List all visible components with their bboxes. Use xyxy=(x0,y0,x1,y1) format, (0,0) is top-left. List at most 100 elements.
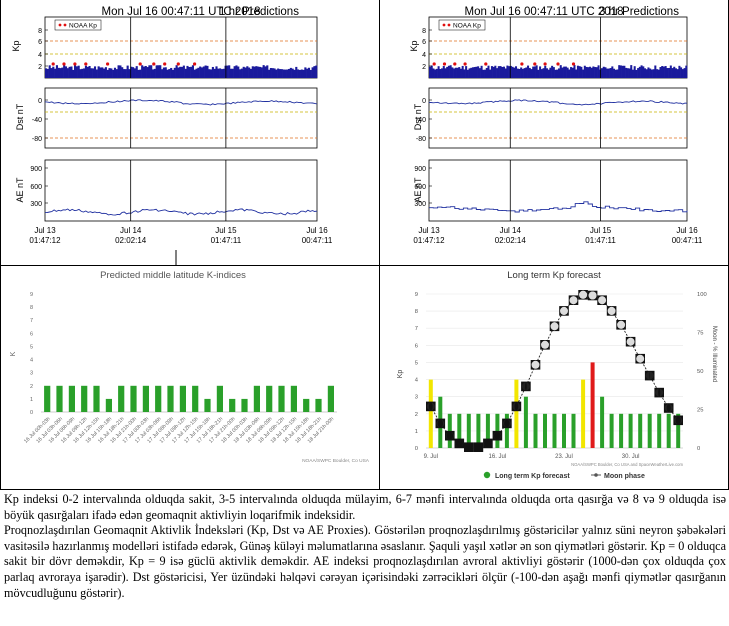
kp-bar xyxy=(237,66,240,78)
kp-bar xyxy=(278,69,282,78)
kp-bar xyxy=(275,69,278,78)
moon-terminator xyxy=(484,439,492,448)
moon-terminator xyxy=(504,419,510,428)
legend-label: NOAA Kp xyxy=(69,23,97,30)
bar xyxy=(68,385,75,412)
kp-bar xyxy=(186,65,189,78)
kp-bar xyxy=(235,65,238,78)
y2-tick-label: 75 xyxy=(697,331,703,337)
kp-bar xyxy=(499,66,502,78)
moon-terminator xyxy=(675,416,681,425)
kp-bar xyxy=(302,69,305,78)
kp-bar xyxy=(489,69,492,78)
bar xyxy=(303,398,310,412)
kp-bar xyxy=(571,67,574,78)
kp-bar xyxy=(117,65,120,78)
kp-bar xyxy=(570,67,573,78)
bar xyxy=(142,385,149,412)
kp-bar xyxy=(544,65,547,78)
kp-bar xyxy=(142,66,146,78)
kp-bar xyxy=(110,68,113,78)
kp-bar xyxy=(84,65,87,78)
kp-bar xyxy=(106,69,109,78)
panel-title: Mon Jul 16 00:47:11 UTC 2018 xyxy=(102,6,261,18)
kp-bar xyxy=(199,66,202,78)
kp-axis-label: Kp xyxy=(11,40,21,51)
kp-bar xyxy=(657,69,660,78)
y-tick-label: 3 xyxy=(415,395,418,401)
kp-bar xyxy=(528,67,531,78)
kp-point xyxy=(432,62,436,66)
kp-bar xyxy=(93,66,97,78)
bar xyxy=(581,379,586,448)
kp-bar xyxy=(652,69,655,78)
kp-bar xyxy=(461,65,464,78)
kp-bar xyxy=(527,65,530,78)
y2-tick-label: 25 xyxy=(697,408,703,414)
moon-terminator xyxy=(494,431,501,440)
y-tick-label: 9 xyxy=(415,292,418,298)
kp-tick-label: 6 xyxy=(422,39,426,46)
bar xyxy=(514,379,519,448)
chart-legend: Long term Kp forecast Moon phase xyxy=(483,471,645,480)
kp-bar xyxy=(253,66,256,78)
kp-bar xyxy=(472,67,475,78)
kp-bar xyxy=(509,65,512,78)
x-time-label: 01:47:12 xyxy=(29,236,61,245)
kp-bar xyxy=(628,68,631,78)
kp-bar xyxy=(587,67,590,78)
kp-bar xyxy=(271,68,274,78)
y-tick-label: 1 xyxy=(415,429,418,435)
kp-tick-label: 2 xyxy=(38,64,42,71)
kp-bar xyxy=(671,68,674,78)
y-tick-label: 6 xyxy=(30,331,33,337)
kp-bar xyxy=(475,66,478,78)
kp-bar xyxy=(306,68,309,78)
kp-bar xyxy=(463,69,466,78)
kp-bar xyxy=(482,69,485,78)
dst-axis-label: Dst nT xyxy=(15,103,25,130)
y-axis-label: K xyxy=(10,351,17,356)
moon-terminator xyxy=(446,431,454,440)
kp-bar xyxy=(623,65,626,78)
moon-terminator xyxy=(666,404,671,412)
x-date-label: Jul 14 xyxy=(500,226,522,235)
plot-frame xyxy=(44,159,318,222)
x-date-label: Jul 16 xyxy=(306,226,328,235)
caption-paragraph: Kp indeksi 0-2 intervalında olduqda saki… xyxy=(4,492,726,522)
kp-bar xyxy=(564,66,567,78)
bar xyxy=(266,385,273,412)
legend-box xyxy=(438,19,486,31)
x-tick-label: 30. Jul xyxy=(622,454,640,460)
kp-bar xyxy=(547,69,550,78)
x-time-label: 00:47:11 xyxy=(672,236,703,245)
kp-bar xyxy=(465,66,468,78)
kp-bar xyxy=(485,67,488,78)
bar xyxy=(628,413,633,448)
kp-bar xyxy=(204,65,207,78)
kp-bar xyxy=(101,67,104,78)
kp-bar xyxy=(681,69,684,78)
chart-grid: Mon Jul 16 00:47:11 UTC 2018 1 hr Predic… xyxy=(0,0,729,490)
legend-point-swatch xyxy=(594,473,598,477)
kp-bar xyxy=(656,69,659,78)
kp-bar xyxy=(190,66,193,78)
kp-bar xyxy=(135,66,138,78)
kp-bar xyxy=(217,68,220,78)
bar xyxy=(241,398,248,412)
kp-bar xyxy=(502,66,505,78)
x-time-label: 02:02:14 xyxy=(115,236,147,245)
legend-dot xyxy=(58,23,62,27)
kp-bar xyxy=(48,65,51,78)
kp-bar xyxy=(213,68,216,78)
kp-bar xyxy=(249,68,253,78)
bar xyxy=(327,385,334,412)
ae-tick-label: 900 xyxy=(414,166,426,173)
kp-bar xyxy=(68,66,71,78)
kp-bar xyxy=(556,69,559,78)
kp-bar xyxy=(159,65,162,78)
kp-bar xyxy=(559,65,562,78)
kp-point xyxy=(453,62,457,66)
kp-bar xyxy=(126,65,129,78)
bar xyxy=(657,413,662,448)
